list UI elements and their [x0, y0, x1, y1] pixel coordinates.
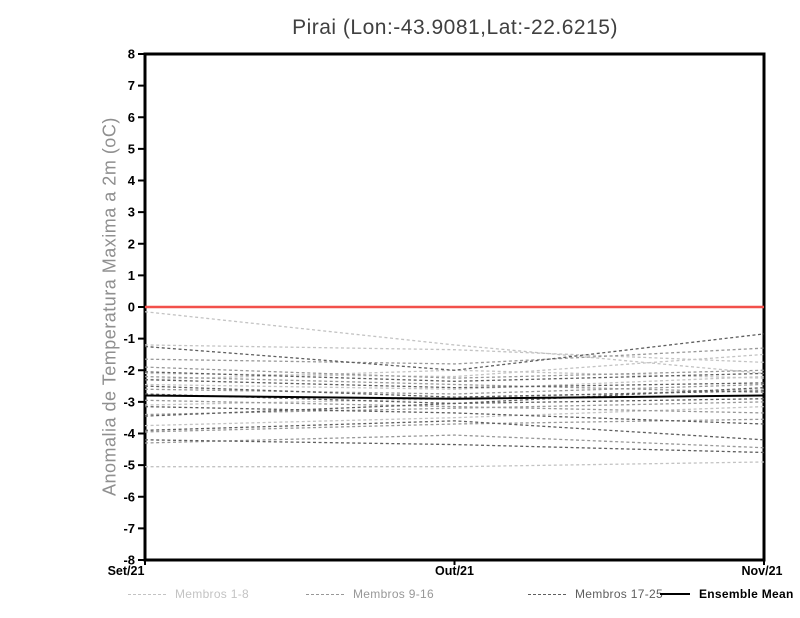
- y-tick-label: 5: [128, 141, 135, 156]
- y-tick-label: -8: [123, 553, 135, 568]
- y-tick-label: -6: [123, 489, 135, 504]
- y-tick-label: -3: [123, 394, 135, 409]
- x-tick-label: Nov/21: [742, 564, 783, 578]
- legend-label: Membros 17-25: [575, 587, 663, 601]
- legend-item-membros-9-16: Membros 9-16: [306, 586, 434, 602]
- y-tick-label: -5: [123, 458, 135, 473]
- member-line: [144, 333, 765, 371]
- member-line: [144, 386, 765, 417]
- member-line: [144, 405, 765, 427]
- member-line: [144, 366, 765, 379]
- legend-label: Membros 9-16: [353, 587, 434, 601]
- member-line: [144, 405, 765, 425]
- x-tick-label: Out/21: [435, 564, 474, 578]
- y-tick-label: 0: [128, 300, 135, 315]
- member-line: [144, 375, 765, 394]
- y-tick-label: 6: [128, 110, 135, 125]
- y-tick-label: 8: [128, 47, 135, 62]
- member-line: [145, 461, 765, 468]
- member-line: [144, 399, 765, 414]
- member-line: [144, 379, 765, 389]
- y-tick-label: 7: [128, 78, 135, 93]
- y-tick-label: 4: [128, 173, 136, 188]
- member-line: [144, 375, 765, 390]
- chart-title: Pirai (Lon:-43.9081,Lat:-22.6215): [292, 16, 618, 39]
- member-line: [144, 420, 765, 441]
- y-tick-label: 2: [128, 236, 135, 251]
- y-tick-label: 1: [128, 268, 135, 283]
- y-tick-label: 3: [128, 205, 135, 220]
- member-line: [144, 383, 765, 395]
- x-tick-label: Set/21: [108, 564, 145, 578]
- member-line: [144, 311, 765, 375]
- y-tick-label: -1: [123, 331, 135, 346]
- solid-line-sample-icon: [660, 593, 690, 595]
- legend: Membros 1-8 Membros 9-16 Membros 17-25 E…: [0, 586, 800, 602]
- legend-label: Ensemble Mean: [699, 587, 794, 601]
- legend-item-membros-1-8: Membros 1-8: [128, 586, 249, 602]
- ensemble-mean-line: [144, 394, 765, 400]
- member-line: [144, 371, 765, 382]
- y-tick-label: -4: [123, 426, 135, 441]
- dashed-line-sample-icon: [528, 593, 566, 595]
- legend-item-ensemble-mean: Ensemble Mean: [660, 586, 794, 602]
- legend-item-membros-17-25: Membros 17-25: [528, 586, 663, 602]
- member-line: [144, 434, 765, 449]
- member-line: [144, 344, 765, 363]
- member-line: [144, 347, 765, 365]
- legend-label: Membros 1-8: [175, 587, 249, 601]
- member-line: [144, 439, 765, 454]
- dashed-line-sample-icon: [306, 593, 344, 595]
- y-tick-label: -2: [123, 363, 135, 378]
- dashed-line-sample-icon: [128, 593, 166, 595]
- y-tick-label: -7: [123, 521, 135, 536]
